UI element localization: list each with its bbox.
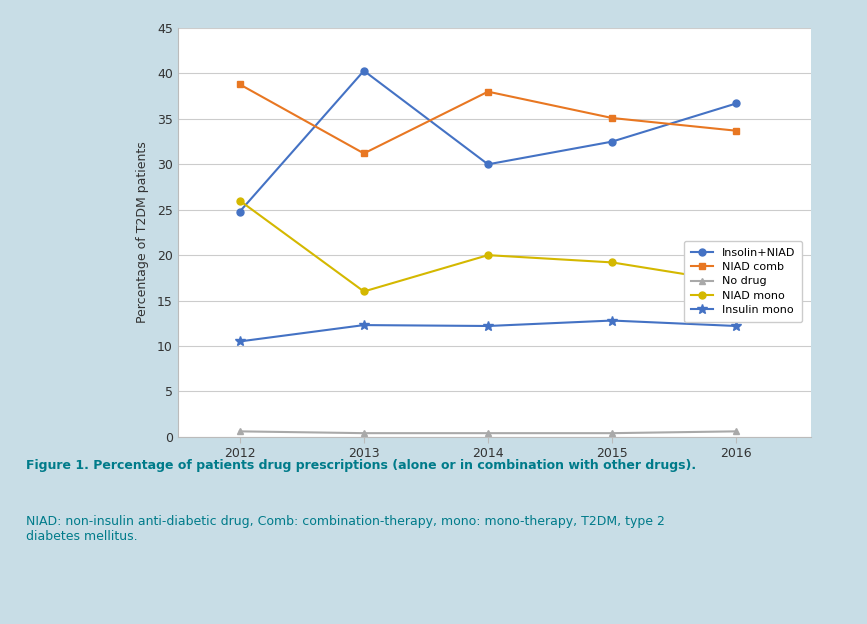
Y-axis label: Percentage of T2DM patients: Percentage of T2DM patients <box>135 142 148 323</box>
Text: NIAD: non-insulin anti-diabetic drug, Comb: combination-therapy, mono: mono-ther: NIAD: non-insulin anti-diabetic drug, Co… <box>26 515 665 543</box>
Text: Figure 1. Percentage of patients drug prescriptions (alone or in combination wit: Figure 1. Percentage of patients drug pr… <box>26 459 696 472</box>
Legend: Insolin+NIAD, NIAD comb, No drug, NIAD mono, Insulin mono: Insolin+NIAD, NIAD comb, No drug, NIAD m… <box>684 241 802 322</box>
